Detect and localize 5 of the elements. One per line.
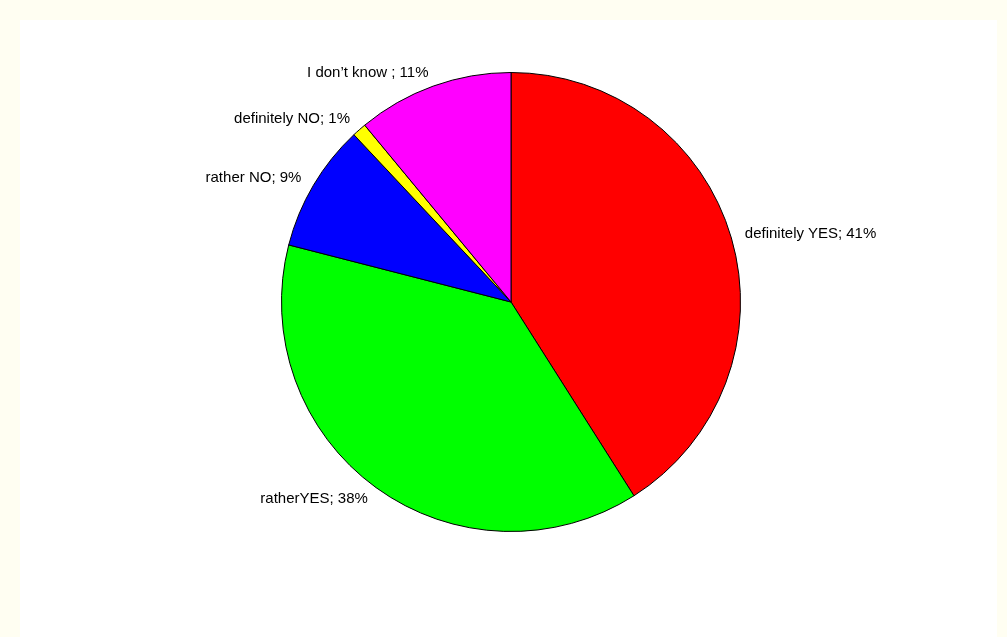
slice-label: definitely YES; 41% [744,224,877,242]
slice-label: I don’t know ; 11% [307,63,429,81]
slice-label: definitely NO; 1% [234,109,350,127]
slice-label: ratherYES; 38% [260,489,368,507]
slice-label: rather NO; 9% [205,168,302,186]
